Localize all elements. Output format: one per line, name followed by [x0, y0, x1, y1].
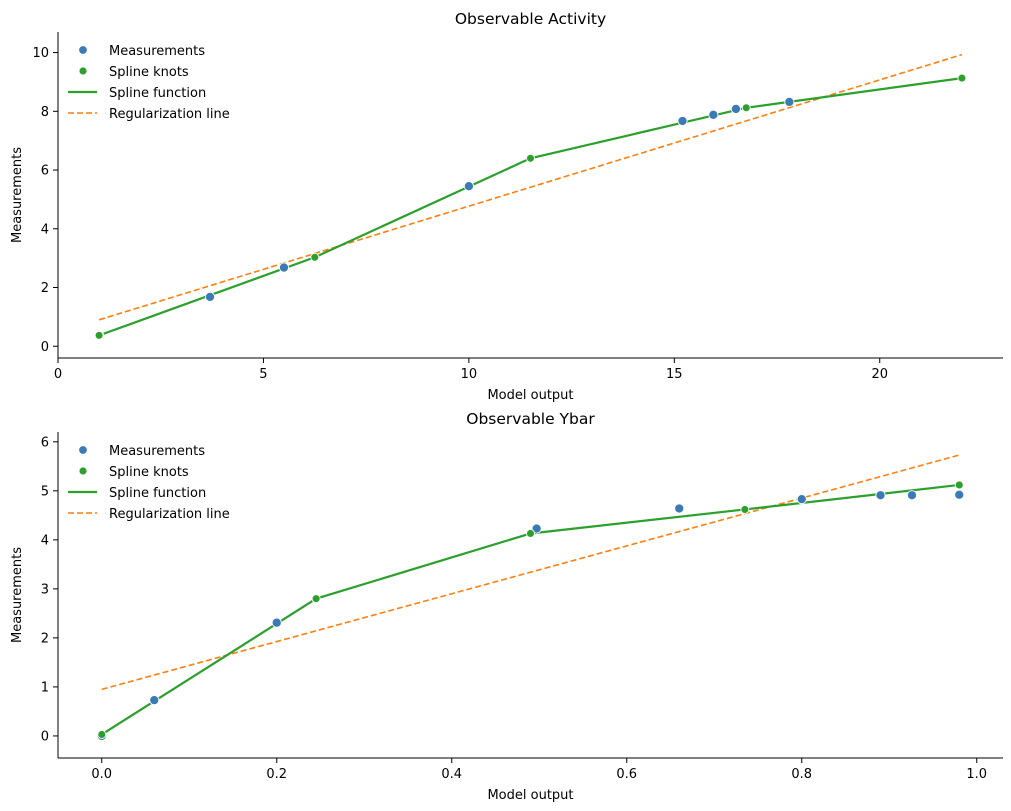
legend-label: Spline function [109, 86, 206, 101]
measurement-point [531, 523, 542, 534]
y-axis-label: Measurements [10, 147, 25, 243]
spline-knot-point [94, 330, 104, 340]
spline-knot-point [311, 594, 321, 604]
legend-label: Spline knots [109, 65, 189, 80]
y-tick-label: 1 [41, 680, 49, 695]
y-tick-label: 0 [41, 729, 49, 744]
y-tick-label: 6 [41, 164, 49, 179]
spline-knot-point [741, 103, 751, 113]
measurement-point [906, 490, 918, 501]
y-tick-label: 5 [41, 484, 49, 499]
x-tick-label: 1.0 [966, 767, 987, 782]
legend-marker-measurements [78, 45, 88, 55]
spline-knot-point [740, 505, 750, 514]
y-tick-label: 2 [41, 281, 49, 296]
x-axis-label: Model output [487, 788, 573, 803]
x-tick-label: 0.6 [616, 767, 637, 782]
legend: Measurements Spline knots Spline function R… [68, 444, 230, 522]
y-tick-label: 2 [41, 631, 49, 646]
y-tick-label: 10 [32, 46, 49, 61]
measurement-point [875, 490, 886, 501]
x-tick-label: 0.2 [266, 767, 287, 782]
x-axis-label: Model output [487, 388, 573, 403]
measurement-point [784, 96, 795, 107]
legend-label: Spline function [109, 486, 206, 501]
measurement-point [708, 109, 719, 120]
spline-knot-point [97, 730, 107, 739]
x-tick-label: 10 [461, 367, 478, 382]
x-tick-label: 0.8 [791, 767, 812, 782]
legend-label: Measurements [109, 44, 205, 59]
y-tick-label: 4 [41, 533, 49, 548]
measurement-point [796, 494, 807, 505]
spline-knot-point [310, 252, 320, 262]
measurement-point [677, 115, 688, 127]
spline-knot-point [526, 153, 535, 163]
chart-title: Observable Activity [455, 10, 606, 28]
measurement-point [674, 503, 685, 514]
measurement-point [954, 489, 965, 500]
spline-function-line [101, 483, 960, 736]
legend-label: Spline knots [109, 465, 189, 480]
y-tick-label: 3 [41, 582, 49, 597]
x-tick-label: 0.0 [91, 767, 112, 782]
y-tick-label: 4 [41, 222, 49, 237]
y-tick-label: 0 [41, 340, 49, 355]
chart-1: Observable Activity 0 5 10 15 20 0 2 4 6 8 10 Model … [10, 10, 1003, 403]
measurement-point [463, 181, 474, 192]
y-tick-label: 8 [41, 105, 49, 120]
spline-knot-point [957, 73, 967, 83]
measurement-point [204, 291, 216, 302]
y-axis-label: Measurements [10, 547, 25, 643]
chart-title: Observable Ybar [466, 410, 595, 428]
x-tick-label: 15 [666, 367, 683, 382]
legend-label: Regularization line [109, 507, 230, 522]
measurement-point [730, 103, 741, 114]
regularization-line [101, 454, 960, 691]
x-tick-label: 0 [54, 367, 62, 382]
measurement-point [149, 695, 160, 706]
legend-marker-measurements [78, 445, 88, 455]
spline-knot-point [954, 480, 964, 490]
spline-knot-point [526, 529, 535, 538]
legend: Measurements Spline knots Spline function R… [68, 44, 230, 122]
x-tick-label: 20 [871, 367, 888, 382]
y-tick-label: 6 [41, 435, 49, 450]
measurement-point [278, 262, 290, 273]
legend-label: Measurements [109, 444, 205, 459]
measurement-point [271, 617, 282, 628]
x-tick-label: 5 [259, 367, 267, 382]
x-tick-label: 0.4 [441, 767, 462, 782]
chart-2: Observable Ybar 0.0 0.2 0.4 0.6 0.8 1.0 0 1 2 3 4 5 6… [10, 410, 1003, 803]
regularization-line [98, 53, 963, 321]
legend-marker-spline-knots [78, 66, 88, 76]
legend-label: Regularization line [109, 107, 230, 122]
legend-marker-spline-knots [78, 466, 88, 476]
